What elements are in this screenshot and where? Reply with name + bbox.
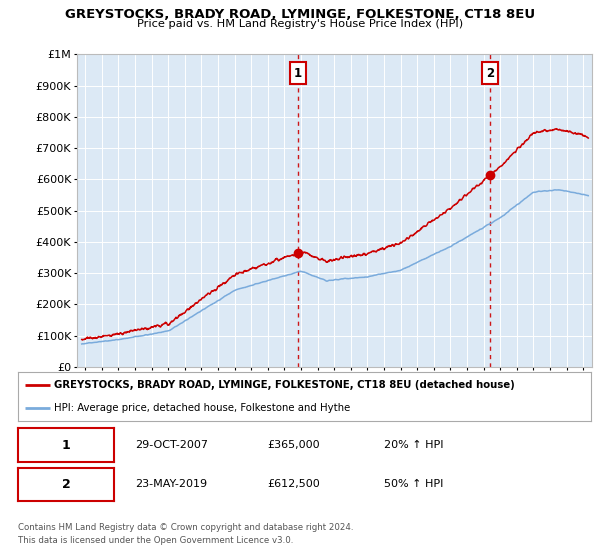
Text: HPI: Average price, detached house, Folkestone and Hythe: HPI: Average price, detached house, Folk… <box>53 403 350 413</box>
Text: 1: 1 <box>62 438 70 452</box>
Text: 2: 2 <box>486 67 494 80</box>
Text: GREYSTOCKS, BRADY ROAD, LYMINGE, FOLKESTONE, CT18 8EU (detached house): GREYSTOCKS, BRADY ROAD, LYMINGE, FOLKEST… <box>53 380 514 390</box>
Text: Contains HM Land Registry data © Crown copyright and database right 2024.: Contains HM Land Registry data © Crown c… <box>18 523 353 532</box>
Text: 23-MAY-2019: 23-MAY-2019 <box>135 479 207 489</box>
Text: Price paid vs. HM Land Registry's House Price Index (HPI): Price paid vs. HM Land Registry's House … <box>137 19 463 29</box>
Text: 20% ↑ HPI: 20% ↑ HPI <box>384 440 443 450</box>
Text: GREYSTOCKS, BRADY ROAD, LYMINGE, FOLKESTONE, CT18 8EU: GREYSTOCKS, BRADY ROAD, LYMINGE, FOLKEST… <box>65 8 535 21</box>
Text: This data is licensed under the Open Government Licence v3.0.: This data is licensed under the Open Gov… <box>18 536 293 545</box>
Text: 29-OCT-2007: 29-OCT-2007 <box>135 440 208 450</box>
Text: 1: 1 <box>294 67 302 80</box>
Text: £612,500: £612,500 <box>267 479 320 489</box>
Text: £365,000: £365,000 <box>267 440 320 450</box>
Text: 2: 2 <box>62 478 70 491</box>
Text: 50% ↑ HPI: 50% ↑ HPI <box>384 479 443 489</box>
